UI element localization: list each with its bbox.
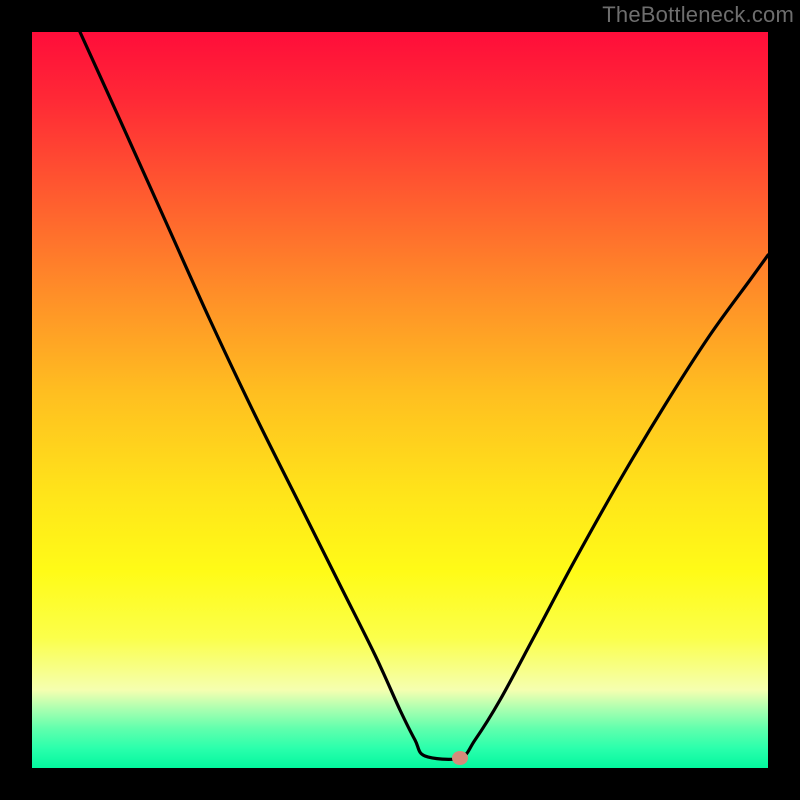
watermark-text: TheBottleneck.com bbox=[602, 2, 794, 28]
chart-container: TheBottleneck.com bbox=[0, 0, 800, 800]
optimal-zone-band bbox=[32, 690, 768, 768]
bottleneck-gradient-background bbox=[32, 32, 768, 690]
